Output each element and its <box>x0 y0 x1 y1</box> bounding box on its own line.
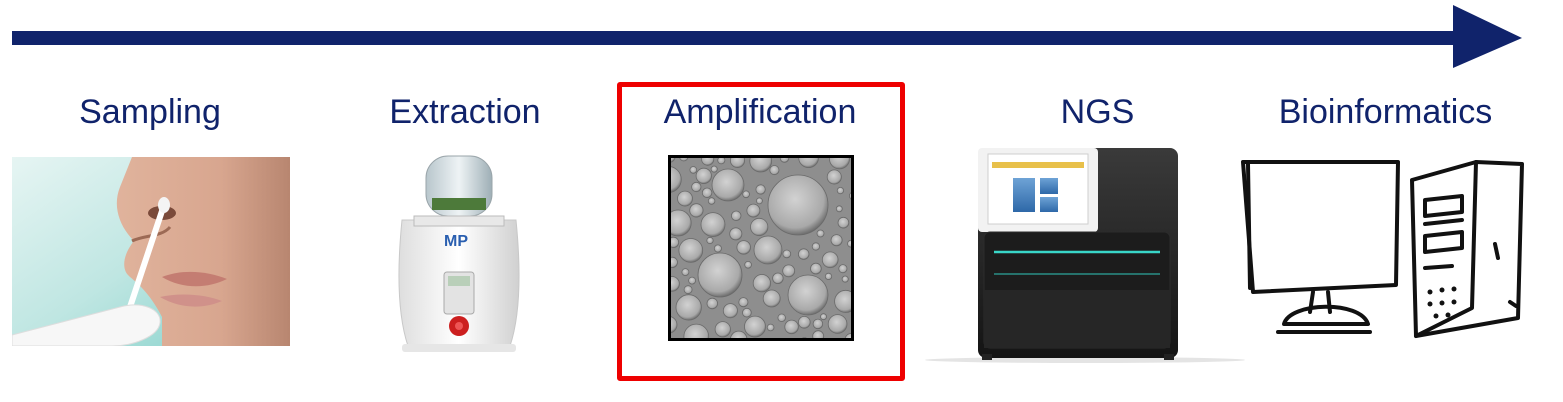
droplet <box>779 158 790 163</box>
droplet <box>701 187 713 199</box>
droplet <box>777 313 786 322</box>
droplet <box>756 197 763 205</box>
droplet <box>707 197 716 205</box>
droplet <box>849 192 851 200</box>
droplet <box>753 235 783 265</box>
droplet <box>829 158 850 170</box>
droplet <box>711 168 745 202</box>
droplet <box>837 216 850 229</box>
droplet <box>836 186 844 195</box>
droplet <box>729 227 743 241</box>
nasal-swab-photo <box>12 157 290 346</box>
droplet <box>730 330 748 338</box>
droplet-micrograph <box>668 155 854 341</box>
droplet <box>722 303 738 319</box>
droplet <box>827 314 848 334</box>
droplet <box>826 169 842 185</box>
droplet <box>835 205 843 213</box>
droplet <box>782 249 792 259</box>
homogenizer-device-photo: MP <box>398 155 520 352</box>
droplet <box>671 236 680 248</box>
droplet <box>742 190 750 199</box>
droplet <box>688 276 697 285</box>
droplet <box>681 268 690 276</box>
droplet <box>841 275 849 283</box>
stage-label-sampling: Sampling <box>79 93 221 131</box>
droplet <box>671 166 682 193</box>
droplet <box>744 261 752 269</box>
droplet <box>766 323 775 332</box>
droplet <box>762 289 781 308</box>
droplet <box>700 212 726 237</box>
droplet <box>697 252 743 298</box>
droplet <box>812 318 824 330</box>
droplet <box>801 337 807 338</box>
droplet <box>821 251 839 269</box>
droplet <box>811 242 820 251</box>
droplet <box>844 333 851 338</box>
droplet <box>714 321 731 338</box>
droplet <box>772 272 784 285</box>
droplet <box>767 174 829 236</box>
droplet <box>812 330 825 338</box>
droplet <box>798 316 811 329</box>
droplet <box>689 166 698 174</box>
droplet <box>713 244 722 253</box>
droplet <box>675 294 702 321</box>
droplet <box>744 315 766 338</box>
droplet <box>738 297 749 308</box>
droplet <box>683 323 710 338</box>
droplet <box>787 274 829 316</box>
droplet <box>689 203 704 218</box>
droplet <box>816 229 825 238</box>
droplet <box>769 165 780 176</box>
droplet <box>677 190 693 207</box>
computer-sketch <box>1241 160 1524 338</box>
droplet <box>671 158 676 163</box>
droplet <box>797 248 810 260</box>
droplet <box>701 158 715 166</box>
droplet <box>679 158 689 162</box>
stage-label-extraction: Extraction <box>389 93 541 131</box>
amplification-highlight-frame <box>617 82 905 381</box>
droplet <box>736 240 751 255</box>
stage-label-amplification: Amplification <box>663 93 857 131</box>
sequencer-instrument-photo <box>925 148 1245 363</box>
droplet <box>755 184 766 195</box>
droplet <box>671 276 680 292</box>
droplet <box>782 264 796 278</box>
droplet <box>834 289 851 313</box>
droplet <box>671 316 678 334</box>
droplet <box>730 210 742 222</box>
droplet <box>691 181 702 193</box>
droplet <box>830 234 843 247</box>
droplet <box>730 158 745 168</box>
droplet <box>798 158 819 168</box>
timeline-arrow <box>12 5 1522 68</box>
droplet <box>784 319 799 335</box>
droplet <box>824 272 833 281</box>
droplet <box>750 217 769 237</box>
droplet <box>706 297 719 310</box>
stage-label-ngs: NGS <box>1060 93 1135 131</box>
droplet <box>683 285 693 295</box>
droplet <box>746 203 761 218</box>
droplet <box>742 307 752 318</box>
droplet <box>710 165 718 173</box>
droplet <box>678 238 704 263</box>
droplet <box>752 274 772 293</box>
droplet <box>847 239 851 248</box>
droplet <box>706 236 714 245</box>
svg-text:MP: MP <box>444 233 468 250</box>
droplet <box>671 256 678 268</box>
droplet <box>671 209 692 237</box>
droplet <box>810 262 822 275</box>
stage-label-bioinformatics: Bioinformatics <box>1278 93 1493 131</box>
droplet <box>820 313 827 321</box>
droplet <box>838 264 848 274</box>
droplet <box>717 158 726 165</box>
droplet <box>749 158 772 173</box>
droplet <box>695 167 712 184</box>
